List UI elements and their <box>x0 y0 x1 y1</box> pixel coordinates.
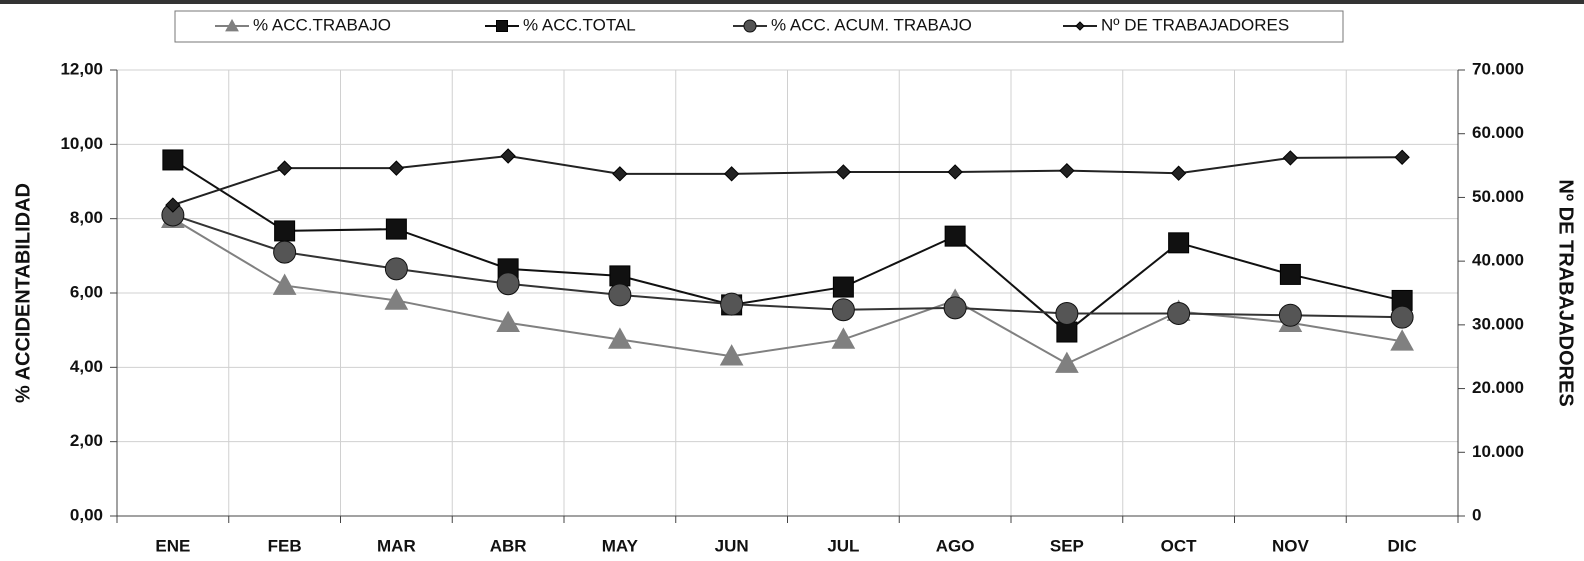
marker <box>1170 165 1187 181</box>
marker <box>1075 21 1085 31</box>
y-tick-label: 8,00 <box>70 208 103 227</box>
marker <box>276 160 293 176</box>
marker <box>496 20 508 32</box>
y2-tick-label: 20.000 <box>1472 378 1524 397</box>
marker <box>608 283 632 307</box>
marker <box>384 288 409 310</box>
marker <box>943 296 967 320</box>
marker <box>1168 232 1190 254</box>
y2-tick-label: 0 <box>1472 505 1481 524</box>
y2-tick-label: 70.000 <box>1472 59 1524 78</box>
y2-tick-label: 60.000 <box>1472 123 1524 142</box>
marker <box>1059 162 1075 179</box>
x-tick-label: OCT <box>1161 536 1198 555</box>
marker <box>723 166 740 182</box>
x-tick-label: JUN <box>715 536 749 555</box>
marker <box>500 148 516 164</box>
marker <box>1390 305 1414 329</box>
marker <box>1394 149 1410 165</box>
marker <box>162 149 184 171</box>
x-tick-label: JUL <box>827 536 859 555</box>
x-tick-label: SEP <box>1050 536 1084 555</box>
series-line <box>172 159 1403 334</box>
legend-label: % ACC.TOTAL <box>523 15 636 34</box>
marker <box>832 276 854 298</box>
marker <box>273 240 297 264</box>
x-tick-label: DIC <box>1387 536 1416 555</box>
y-tick-label: 4,00 <box>70 357 103 376</box>
marker <box>1279 263 1301 285</box>
marker <box>1278 303 1302 327</box>
y-tick-label: 0,00 <box>70 505 103 524</box>
marker <box>947 164 963 180</box>
marker <box>1056 321 1078 343</box>
marker <box>384 257 408 281</box>
y2-tick-label: 30.000 <box>1472 314 1524 333</box>
marker <box>1055 351 1079 373</box>
marker <box>165 197 181 213</box>
marker <box>1282 150 1299 166</box>
marker <box>496 310 520 333</box>
marker <box>496 272 520 296</box>
y-tick-label: 10,00 <box>60 134 103 153</box>
marker <box>1055 301 1079 325</box>
x-tick-label: ABR <box>490 536 527 555</box>
marker <box>385 218 407 240</box>
y2-tick-label: 40.000 <box>1472 251 1524 270</box>
x-tick-label: FEB <box>268 536 302 555</box>
x-tick-label: MAR <box>377 536 416 555</box>
marker <box>609 265 631 287</box>
top-bar <box>0 0 1584 4</box>
marker <box>225 18 239 32</box>
x-tick-label: AGO <box>936 536 975 555</box>
marker <box>720 292 744 316</box>
legend-label: % ACC. ACUM. TRABAJO <box>771 15 972 34</box>
marker <box>944 225 966 247</box>
y2-tick-label: 10.000 <box>1472 442 1524 461</box>
y2-tick-label: 50.000 <box>1472 187 1524 206</box>
series-line <box>172 214 1403 319</box>
marker <box>1167 301 1191 325</box>
y-tick-label: 2,00 <box>70 431 103 450</box>
series-line <box>172 155 1403 207</box>
y-axis-title: % ACCIDENTABILIDAD <box>12 183 34 403</box>
marker <box>831 327 856 349</box>
marker <box>719 344 744 366</box>
legend-label: % ACC.TRABAJO <box>253 15 391 34</box>
marker <box>608 327 632 349</box>
x-tick-label: NOV <box>1272 536 1310 555</box>
marker <box>831 298 855 322</box>
marker <box>1390 329 1414 351</box>
y2-axis-title: Nº DE TRABAJADORES <box>1555 179 1577 406</box>
marker <box>835 164 852 180</box>
marker <box>743 19 757 33</box>
marker <box>272 273 297 295</box>
x-tick-label: ENE <box>155 536 190 555</box>
x-tick-label: MAY <box>602 536 639 555</box>
y-tick-label: 6,00 <box>70 282 103 301</box>
marker <box>274 220 296 242</box>
y-tick-label: 12,00 <box>60 59 103 78</box>
marker <box>612 166 628 182</box>
marker <box>388 160 405 176</box>
legend-label: Nº DE TRABAJADORES <box>1101 15 1289 34</box>
